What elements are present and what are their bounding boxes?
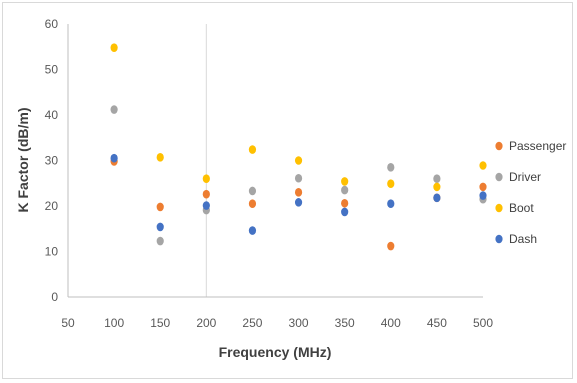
series-boot <box>110 43 487 192</box>
x-tick-label: 400 <box>381 316 401 330</box>
y-tick-label: 10 <box>45 245 59 259</box>
data-point-dash <box>387 199 395 209</box>
legend-marker-driver <box>495 172 503 182</box>
x-tick-label: 300 <box>289 316 309 330</box>
data-point-boot <box>110 43 118 52</box>
legend-marker-passenger <box>495 141 503 151</box>
x-tick-label: 200 <box>196 316 216 330</box>
x-tick-label: 100 <box>104 316 124 330</box>
y-tick-label: 0 <box>51 290 58 304</box>
data-point-dash <box>294 198 303 207</box>
x-tick-labels: 50 100 150 200 250 300 350 400 450 500 <box>61 316 493 330</box>
y-tick-label: 50 <box>45 63 59 77</box>
x-tick-label: 50 <box>61 316 75 330</box>
chart-frame <box>2 2 573 379</box>
data-point-passenger <box>248 199 257 209</box>
legend-label-dash: Dash <box>509 232 537 246</box>
data-point-passenger <box>387 241 395 251</box>
series-passenger <box>110 157 487 251</box>
legend-label-passenger: Passenger <box>509 139 566 153</box>
series-dash <box>110 153 487 235</box>
legend: Passenger Driver Boot Dash <box>495 139 566 246</box>
data-point-boot <box>433 182 441 192</box>
y-tick-label: 40 <box>45 108 59 122</box>
data-point-dash <box>202 201 210 210</box>
data-point-dash <box>110 153 118 163</box>
data-point-boot <box>341 177 349 186</box>
legend-marker-boot <box>495 203 503 213</box>
data-point-dash <box>248 226 257 235</box>
data-point-passenger <box>294 188 303 197</box>
x-tick-label: 250 <box>242 316 262 330</box>
y-tick-label: 20 <box>45 199 59 213</box>
legend-label-boot: Boot <box>509 201 534 215</box>
x-tick-label: 150 <box>150 316 170 330</box>
data-point-driver <box>341 185 349 195</box>
y-axis-title: K Factor (dB/m) <box>15 108 31 213</box>
legend-marker-dash <box>495 234 503 244</box>
data-point-dash <box>479 191 487 200</box>
axes <box>67 24 483 298</box>
data-point-boot <box>479 161 487 170</box>
data-point-driver <box>156 236 164 246</box>
data-point-driver <box>110 105 118 114</box>
data-point-driver <box>387 163 395 172</box>
data-points <box>110 43 487 251</box>
data-point-boot <box>248 145 257 154</box>
data-point-dash <box>433 193 441 203</box>
data-point-boot <box>387 179 395 189</box>
data-point-passenger <box>479 182 487 192</box>
x-tick-label: 450 <box>427 316 447 330</box>
data-point-driver <box>433 174 441 183</box>
data-point-driver <box>294 173 303 183</box>
legend-label-driver: Driver <box>509 170 541 184</box>
y-tick-label: 60 <box>45 17 59 31</box>
y-tick-label: 30 <box>45 154 59 168</box>
data-point-dash <box>341 207 349 217</box>
y-tick-labels: 0 10 20 30 40 50 60 <box>45 17 59 304</box>
x-axis-title: Frequency (MHz) <box>219 344 332 360</box>
data-point-driver <box>248 186 257 196</box>
data-point-passenger <box>341 198 349 208</box>
data-point-passenger <box>156 202 164 212</box>
data-point-dash <box>156 222 164 232</box>
x-tick-label: 500 <box>473 316 493 330</box>
x-tick-label: 350 <box>335 316 355 330</box>
data-point-boot <box>156 153 164 162</box>
data-point-boot <box>202 174 210 183</box>
series-driver <box>110 105 487 246</box>
data-point-boot <box>294 156 303 165</box>
data-point-passenger <box>202 189 210 199</box>
